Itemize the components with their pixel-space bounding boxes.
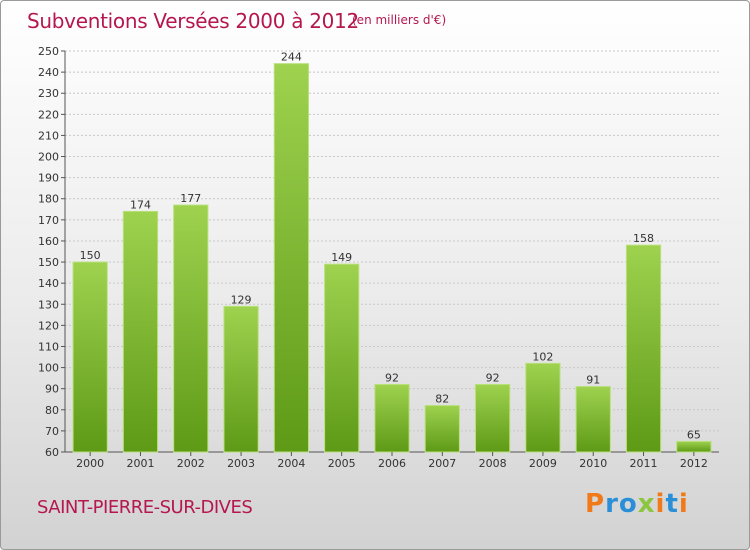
bar (273, 63, 309, 453)
y-tick-label: 210 (38, 129, 59, 142)
data-label: 82 (435, 393, 449, 406)
y-tick-label: 160 (38, 235, 59, 248)
data-label: 92 (486, 371, 500, 384)
x-tick-label: 2007 (428, 457, 456, 470)
data-label: 129 (231, 293, 252, 306)
y-tick-label: 170 (38, 214, 59, 227)
proxiti-logo: Proxiti (585, 489, 689, 519)
chart-unit: (en milliers d'€) (352, 13, 447, 27)
x-tick-label: 2002 (177, 457, 205, 470)
data-label: 158 (633, 232, 654, 245)
bar (72, 261, 108, 453)
data-label: 150 (80, 249, 101, 262)
y-tick-label: 180 (38, 193, 59, 206)
bar (173, 204, 209, 453)
x-tick-label: 2004 (277, 457, 305, 470)
y-tick-label: 220 (38, 108, 59, 121)
data-label: 102 (532, 350, 553, 363)
bar (625, 244, 662, 453)
data-label: 91 (586, 374, 600, 387)
bar (374, 383, 410, 453)
x-tick-label: 2000 (76, 457, 104, 470)
commune-name: SAINT-PIERRE-SUR-DIVES (37, 497, 253, 518)
x-tick-label: 2003 (227, 457, 255, 470)
y-tick-label: 140 (38, 277, 59, 290)
data-label: 244 (281, 51, 302, 64)
y-tick-label: 130 (38, 298, 59, 311)
x-tick-label: 2009 (529, 457, 557, 470)
x-tick-label: 2011 (630, 457, 658, 470)
bar (525, 362, 561, 453)
y-tick-label: 230 (38, 87, 59, 100)
y-tick-label: 60 (45, 446, 59, 459)
y-tick-label: 240 (38, 66, 59, 79)
data-label: 174 (130, 198, 151, 211)
x-tick-label: 2010 (579, 457, 607, 470)
x-tick-label: 2001 (126, 457, 154, 470)
y-tick-label: 150 (38, 256, 59, 269)
bar (223, 305, 259, 453)
y-tick-label: 120 (38, 319, 59, 332)
x-tick-label: 2005 (328, 457, 356, 470)
y-tick-label: 70 (45, 425, 59, 438)
y-tick-label: 110 (38, 340, 59, 353)
bar (324, 263, 360, 453)
x-tick-label: 2012 (680, 457, 708, 470)
data-label: 177 (180, 192, 201, 205)
bar (424, 405, 460, 453)
data-label: 65 (687, 428, 701, 441)
y-tick-label: 100 (38, 362, 59, 375)
bar (475, 383, 511, 453)
y-tick-label: 190 (38, 172, 59, 185)
bar (122, 210, 159, 453)
data-label: 149 (331, 251, 352, 264)
y-tick-label: 90 (45, 383, 59, 396)
y-tick-label: 200 (38, 151, 59, 164)
y-tick-label: 250 (38, 45, 59, 58)
y-tick-label: 80 (45, 404, 59, 417)
bar (575, 386, 611, 453)
bar (676, 440, 712, 453)
x-tick-label: 2006 (378, 457, 406, 470)
data-label: 92 (385, 371, 399, 384)
x-tick-label: 2008 (479, 457, 507, 470)
chart-title: Subventions Versées 2000 à 2012 (27, 9, 359, 33)
